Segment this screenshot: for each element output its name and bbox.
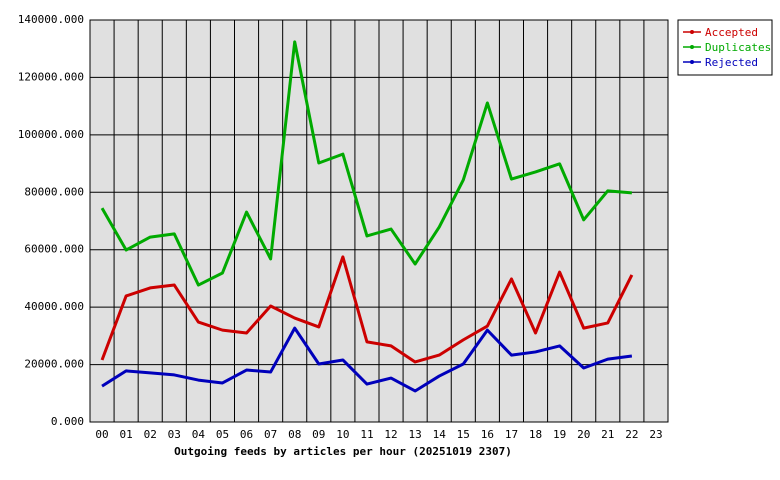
x-tick-label: 15: [457, 428, 470, 441]
x-tick-label: 22: [625, 428, 638, 441]
x-tick-label: 13: [409, 428, 422, 441]
x-tick-label: 06: [240, 428, 253, 441]
x-tick-label: 21: [601, 428, 614, 441]
y-tick-label: 20000.000: [24, 358, 84, 371]
chart-title: Outgoing feeds by articles per hour (202…: [174, 445, 512, 458]
x-tick-label: 10: [336, 428, 349, 441]
y-tick-label: 0.000: [51, 415, 84, 428]
x-tick-label: 20: [577, 428, 590, 441]
y-tick-label: 120000.000: [18, 70, 84, 83]
legend-marker: [690, 60, 694, 64]
legend-label: Duplicates: [705, 41, 771, 54]
x-tick-label: 23: [649, 428, 662, 441]
x-tick-label: 14: [433, 428, 447, 441]
x-tick-label: 02: [144, 428, 157, 441]
x-tick-label: 00: [95, 428, 108, 441]
x-tick-label: 17: [505, 428, 518, 441]
y-tick-label: 100000.000: [18, 128, 84, 141]
x-tick-label: 03: [168, 428, 181, 441]
x-tick-label: 07: [264, 428, 277, 441]
y-tick-label: 80000.000: [24, 185, 84, 198]
x-tick-label: 11: [360, 428, 373, 441]
legend-label: Rejected: [705, 56, 758, 69]
x-tick-label: 04: [192, 428, 206, 441]
legend-label: Accepted: [705, 26, 758, 39]
x-tick-label: 12: [384, 428, 397, 441]
series-line: [101, 326, 633, 393]
x-tick-label: 19: [553, 428, 566, 441]
legend-marker: [690, 45, 694, 49]
y-tick-label: 40000.000: [24, 300, 84, 313]
y-tick-label: 60000.000: [24, 243, 84, 256]
x-tick-label: 09: [312, 428, 325, 441]
series-line: [100, 255, 634, 364]
x-tick-label: 16: [481, 428, 494, 441]
legend-marker: [690, 30, 694, 34]
x-tick-label: 18: [529, 428, 542, 441]
x-tick-label: 01: [120, 428, 133, 441]
plot-border: [89, 19, 669, 423]
x-tick-label: 05: [216, 428, 229, 441]
x-tick-label: 08: [288, 428, 301, 441]
series-line: [100, 40, 632, 287]
y-tick-label: 140000.000: [18, 13, 84, 26]
